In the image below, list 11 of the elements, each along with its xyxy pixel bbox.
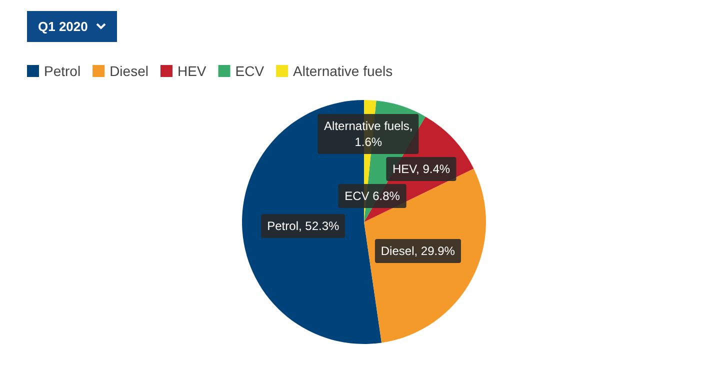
legend-label: ECV [235, 63, 265, 79]
legend-label: Petrol [44, 63, 81, 79]
data-label: HEV, 9.4% [386, 156, 456, 181]
data-label: Petrol, 52.3% [261, 214, 346, 238]
legend-label: Diesel [110, 63, 148, 79]
legend-label: Alternative fuels [293, 63, 393, 79]
text: Q1 2020 [38, 19, 88, 34]
data-label: Alternative fuels, 1.6% [318, 114, 419, 154]
data-label: Diesel, 29.9% [374, 238, 461, 263]
data-label: ECV 6.8% [338, 184, 406, 208]
legend-label: HEV [177, 63, 207, 79]
